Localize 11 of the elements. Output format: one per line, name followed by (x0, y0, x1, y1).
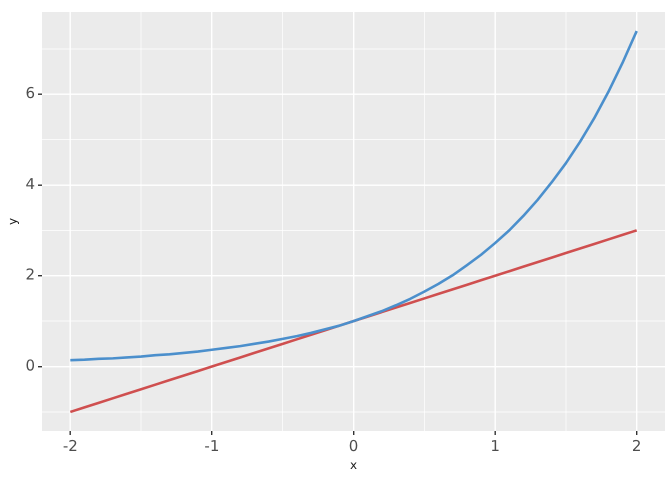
x-tick-label: 1 (490, 436, 500, 455)
x-tick-label: -2 (62, 436, 78, 455)
x-tick-label: -1 (204, 436, 220, 455)
y-tick-label: 4 (25, 174, 35, 193)
x-axis-title: x (350, 458, 358, 472)
y-axis-title: y (5, 218, 20, 226)
y-tick-label: 2 (25, 266, 35, 284)
y-tick-label: 6 (25, 84, 35, 102)
x-tick-label: 2 (632, 436, 642, 455)
y-tick-label: 0 (25, 356, 35, 374)
x-tick-label: 0 (348, 436, 358, 455)
